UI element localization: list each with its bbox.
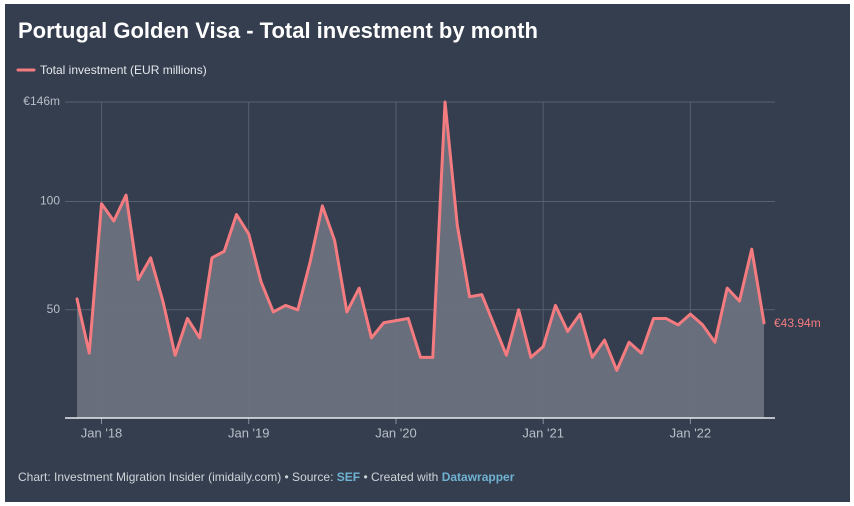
y-tick-label: 50 [47,302,61,316]
y-tick-label: €146m [23,94,60,108]
legend-label: Total investment (EUR millions) [40,63,207,77]
area [77,102,764,418]
tool-link[interactable]: Datawrapper [441,470,515,484]
source-link[interactable]: SEF [336,470,361,484]
y-tick-label: 100 [40,194,60,208]
value-label: €43.94m [774,316,821,330]
line [75,100,766,372]
panel [5,4,850,502]
footer-credit: Chart: Investment Migration Insider (imi… [18,470,334,484]
footer: Chart: Investment Migration Insider (imi… [18,470,514,484]
footer-created: • Created with [363,470,439,484]
x-tick-label: Jan '21 [522,425,564,440]
x-tick-label: Jan '19 [228,425,270,440]
x-tick-label: Jan '18 [81,425,123,440]
x-tick-label: Jan '20 [375,425,417,440]
chart-title: Portugal Golden Visa - Total investment … [18,18,538,43]
x-tick-label: Jan '22 [670,425,712,440]
